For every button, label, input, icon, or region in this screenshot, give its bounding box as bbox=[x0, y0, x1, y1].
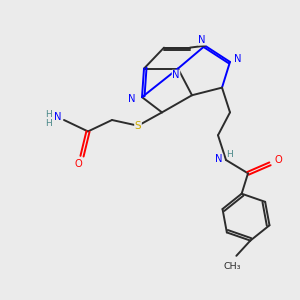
Text: N: N bbox=[172, 70, 180, 80]
Text: S: S bbox=[135, 121, 141, 131]
Text: O: O bbox=[274, 155, 282, 165]
Text: N: N bbox=[215, 154, 223, 164]
Text: N: N bbox=[234, 54, 242, 64]
Text: CH₃: CH₃ bbox=[224, 262, 241, 271]
Text: H: H bbox=[226, 150, 233, 159]
Text: N: N bbox=[198, 35, 206, 45]
Text: O: O bbox=[74, 159, 82, 169]
Text: N: N bbox=[128, 94, 136, 104]
Text: H: H bbox=[45, 119, 51, 128]
Text: H: H bbox=[45, 110, 51, 119]
Text: N: N bbox=[54, 112, 62, 122]
